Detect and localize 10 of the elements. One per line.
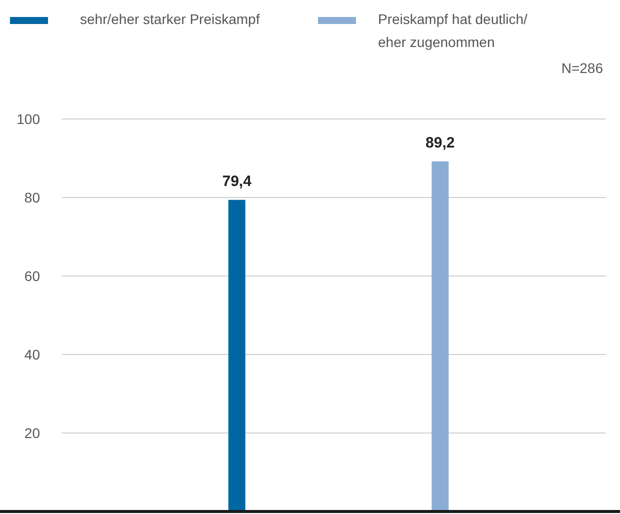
y-tick-label: 60 — [24, 268, 40, 284]
legend-label: sehr/eher starker Preiskampf — [80, 11, 260, 27]
legend-label: Preiskampf hat deutlich/ eher zugenommen — [378, 11, 528, 50]
y-tick-label: 40 — [24, 346, 40, 362]
text: N=286 — [561, 60, 604, 76]
y-tick-label: 20 — [24, 424, 40, 441]
y-tick-label: 80 — [24, 189, 40, 206]
data-label: 79,4 — [222, 172, 252, 190]
y-tick-label: 100 — [16, 110, 40, 127]
data-label: 89,2 — [426, 134, 455, 152]
